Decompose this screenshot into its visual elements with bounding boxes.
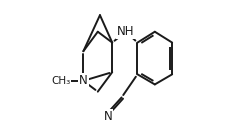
Text: CH₃: CH₃ (51, 76, 70, 86)
Text: N: N (104, 110, 112, 123)
Text: NH: NH (117, 25, 135, 38)
Text: N: N (79, 74, 88, 87)
